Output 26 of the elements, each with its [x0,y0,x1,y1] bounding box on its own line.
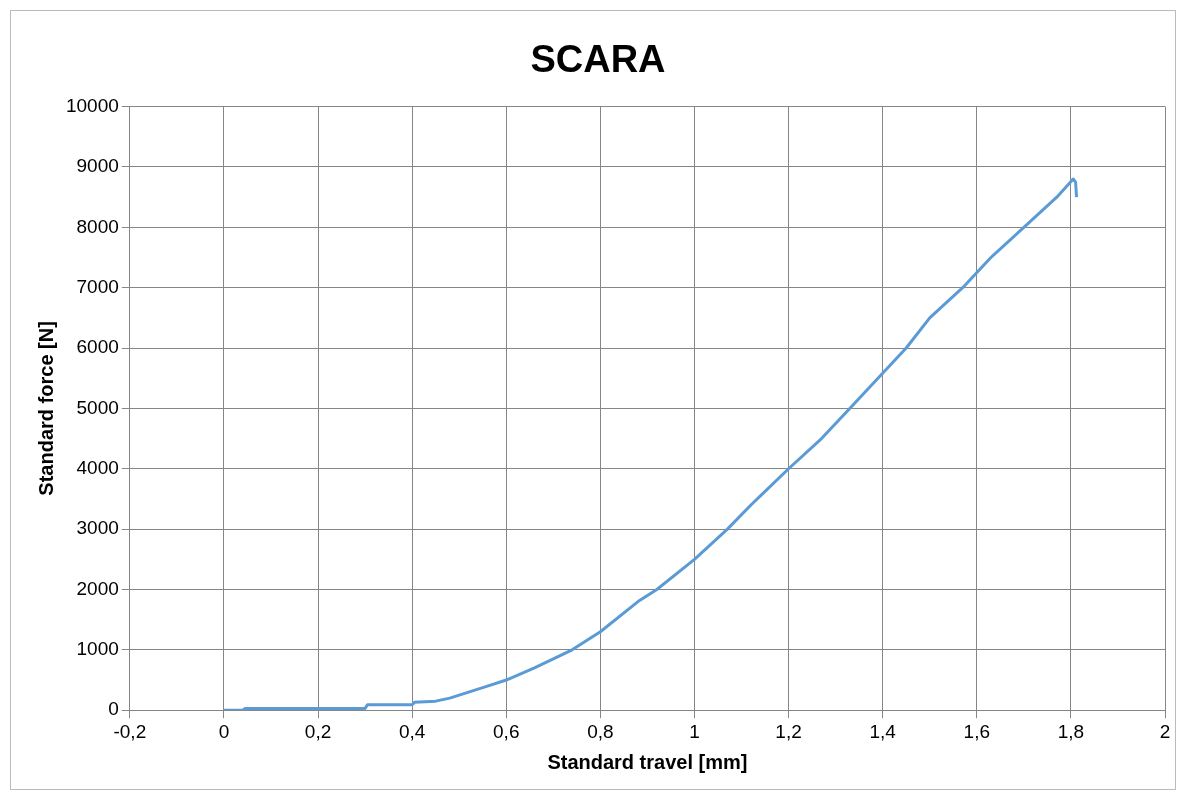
x-tick-label: 1 [689,720,700,742]
y-tick-label: 10000 [65,94,119,116]
x-tick-label: 1,6 [963,720,990,742]
x-tick-label: 1,4 [869,720,897,742]
y-tick-label: 6000 [76,336,119,358]
x-tick-label: 0 [218,720,230,742]
x-axis-title: Standard travel [mm] [547,750,748,773]
x-tick-label: 2 [1159,720,1171,742]
y-tick-label: 1000 [76,638,119,660]
y-tick-label: 0 [108,698,119,720]
x-tick-label: 0,4 [398,720,426,742]
x-tick-label: -0,2 [113,720,147,742]
y-axis-title: Standard force [N] [34,321,57,496]
x-tick-label: 0,2 [304,720,332,742]
y-tick-label: 9000 [76,155,119,177]
x-tick-label: 0,6 [493,720,520,742]
y-tick-label: 3000 [76,517,119,539]
y-tick-label: 2000 [76,577,119,599]
x-tick-label: 0,8 [587,720,614,742]
x-tick-label: 1,8 [1057,720,1085,742]
chart-title: SCARA [530,38,666,81]
y-tick-label: 5000 [76,396,119,418]
y-tick-label: 8000 [76,215,119,237]
x-tick-label: 1,2 [775,720,802,742]
y-tick-label: 4000 [76,456,119,478]
y-tick-label: 7000 [76,275,119,297]
